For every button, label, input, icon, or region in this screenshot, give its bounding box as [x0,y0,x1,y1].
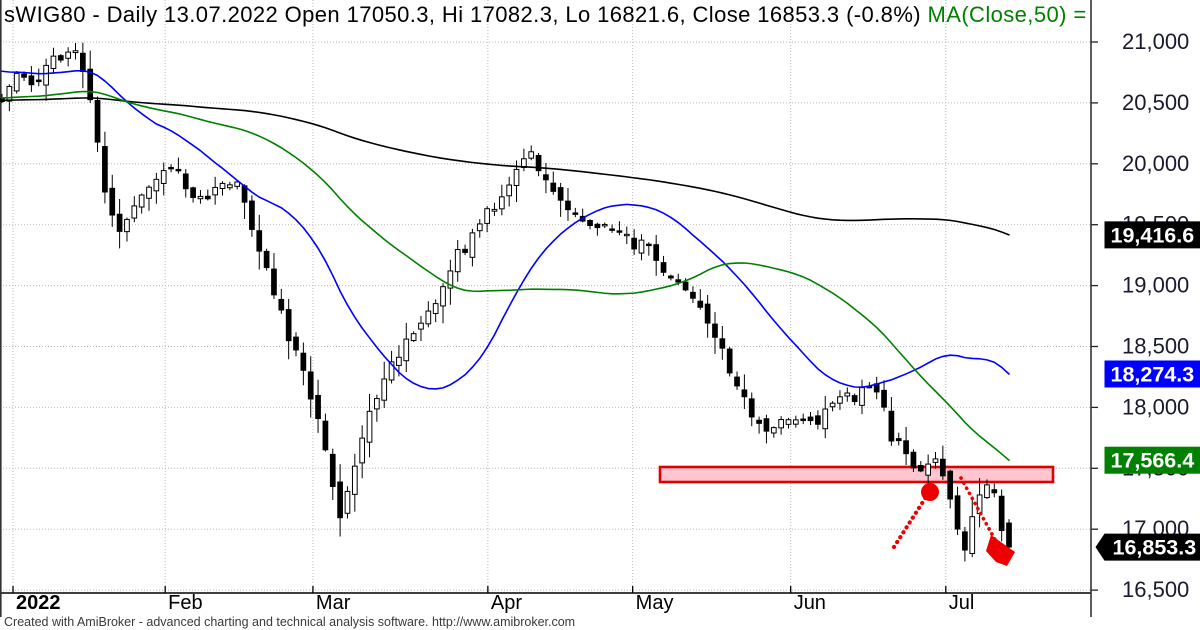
svg-text:Apr: Apr [491,592,522,614]
svg-text:19,000: 19,000 [1122,273,1189,298]
svg-text:18,274.3: 18,274.3 [1111,362,1195,386]
svg-text:Feb: Feb [168,592,202,614]
svg-text:18,000: 18,000 [1122,394,1189,419]
svg-text:May: May [636,592,674,614]
svg-text:Jun: Jun [794,592,826,614]
svg-text:16,500: 16,500 [1122,577,1189,602]
svg-text:17,566.4: 17,566.4 [1111,449,1195,473]
svg-text:2022: 2022 [16,592,61,614]
svg-text:Jul: Jul [949,592,975,614]
svg-text:19,416.6: 19,416.6 [1111,223,1195,247]
svg-text:sWIG80 - Daily 13.07.2022 Open: sWIG80 - Daily 13.07.2022 Open 17050.3, … [4,2,1087,27]
svg-text:16,853.3: 16,853.3 [1113,536,1197,560]
svg-text:20,500: 20,500 [1122,90,1189,115]
svg-text:Mar: Mar [316,592,351,614]
svg-text:18,500: 18,500 [1122,334,1189,359]
svg-text:20,000: 20,000 [1122,151,1189,176]
svg-text:21,000: 21,000 [1122,29,1189,54]
